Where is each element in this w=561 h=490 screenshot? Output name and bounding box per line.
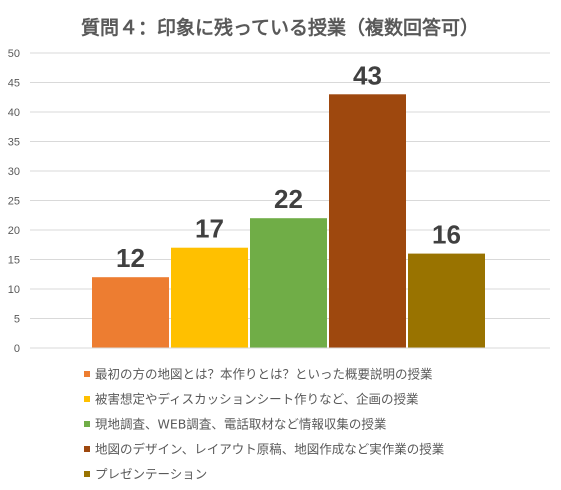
bar-2 bbox=[171, 247, 248, 348]
y-tick-label: 30 bbox=[8, 166, 20, 178]
bars bbox=[92, 94, 485, 348]
legend-swatch-5 bbox=[84, 471, 90, 477]
legend-label-3: 現地調査、WEB調査、電話取材など情報収集の授業 bbox=[95, 417, 387, 432]
data-label-3: 22 bbox=[274, 184, 303, 214]
data-label-2: 17 bbox=[195, 214, 224, 244]
data-label-1: 12 bbox=[116, 243, 145, 273]
data-label-5: 16 bbox=[432, 220, 461, 250]
y-tick-label: 0 bbox=[14, 343, 20, 355]
legend: 最初の方の地図とは？本作りとは？といった概要説明の授業被害想定やディスカッション… bbox=[84, 367, 445, 482]
legend-label-4: 地図のデザイン、レイアウト原稿、地図作成など実作業の授業 bbox=[95, 442, 445, 457]
y-tick-label: 40 bbox=[8, 107, 20, 119]
chart-title: 質問４：印象に残っている授業（複数回答可） bbox=[81, 16, 479, 39]
bar-3 bbox=[250, 218, 327, 348]
y-tick-label: 15 bbox=[8, 255, 20, 267]
y-tick-label: 25 bbox=[8, 196, 20, 208]
y-axis-ticks: 0 5 10 15 20 25 30 35 40 45 50 bbox=[8, 48, 20, 355]
legend-label-2: 被害想定やディスカッションシート作りなど、企画の授業 bbox=[95, 392, 419, 407]
legend-label-1: 最初の方の地図とは？本作りとは？といった概要説明の授業 bbox=[95, 367, 433, 382]
bar-5 bbox=[408, 253, 485, 348]
legend-swatch-2 bbox=[84, 396, 90, 402]
y-tick-label: 35 bbox=[8, 137, 20, 149]
y-tick-label: 10 bbox=[8, 284, 20, 296]
legend-swatch-1 bbox=[84, 371, 90, 377]
legend-swatch-4 bbox=[84, 446, 90, 452]
y-tick-label: 50 bbox=[8, 48, 20, 60]
data-labels: 12 17 22 43 16 bbox=[116, 60, 461, 273]
y-tick-label: 5 bbox=[14, 314, 20, 326]
bar-1 bbox=[92, 277, 169, 348]
legend-label-5: プレゼンテーション bbox=[95, 467, 207, 482]
y-tick-label: 20 bbox=[8, 225, 20, 237]
bar-4 bbox=[329, 94, 406, 348]
legend-swatch-3 bbox=[84, 421, 90, 427]
data-label-4: 43 bbox=[353, 60, 382, 90]
y-tick-label: 45 bbox=[8, 78, 20, 90]
